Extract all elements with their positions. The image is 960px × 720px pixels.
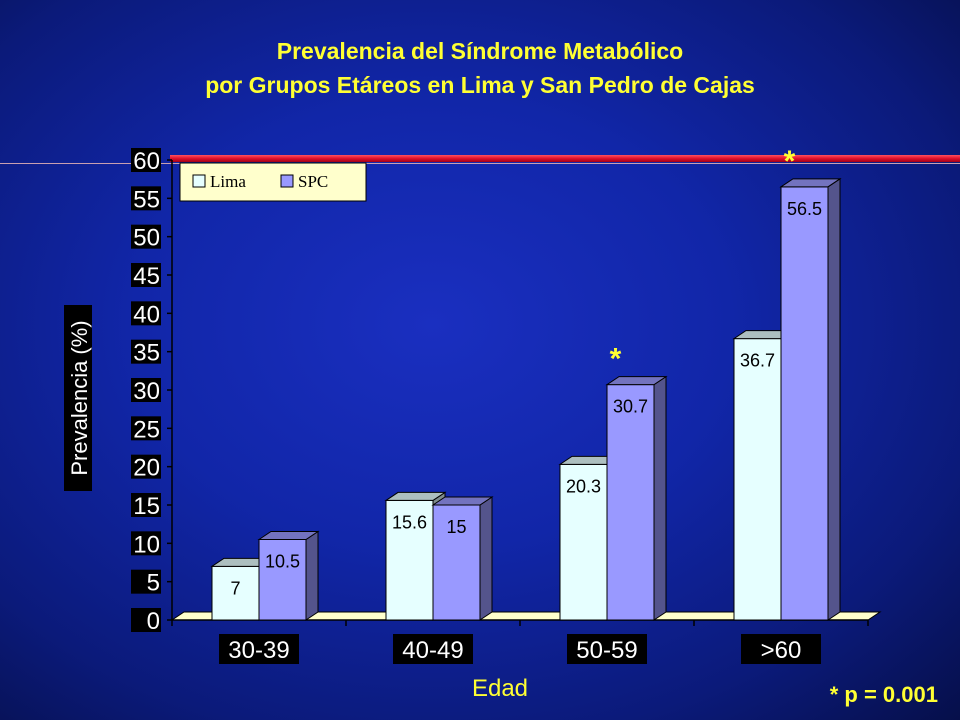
- data-label: 10.5: [265, 552, 300, 572]
- bar-spc-top: [257, 531, 320, 540]
- bar-lima-top: [384, 491, 447, 501]
- y-tick-label: 40: [133, 301, 160, 328]
- legend-swatch: [192, 174, 206, 188]
- y-tick-label-bg: [131, 378, 161, 402]
- x-tick-label: >60: [761, 637, 802, 664]
- bar-spc-side: [479, 496, 493, 621]
- data-label: 15.6: [392, 512, 427, 532]
- y-tick-label-bg: [131, 301, 161, 326]
- legend-box: [179, 162, 367, 202]
- y-tick-label: 50: [133, 225, 160, 252]
- significance-marker: *: [610, 343, 622, 376]
- significance-footnote: * p = 0.001: [829, 682, 938, 707]
- bar-spc-top: [431, 496, 494, 506]
- legend-swatch: [280, 174, 294, 188]
- x-axis-label: Edad: [472, 675, 528, 702]
- data-label: 30.7: [613, 397, 648, 417]
- y-tick-label-bg: [131, 454, 161, 479]
- y-tick-label: 5: [147, 570, 160, 597]
- y-tick-label-bg: [131, 493, 161, 517]
- bar-spc-front: [780, 186, 829, 621]
- data-label: 36.7: [740, 351, 775, 371]
- y-tick-label-bg: [131, 224, 161, 249]
- y-tick-label: 0: [147, 608, 160, 635]
- bar-spc-front: [258, 539, 307, 621]
- x-tick-label: 30-39: [228, 637, 289, 664]
- bar-spc-side: [305, 530, 319, 621]
- data-label: 20.3: [566, 476, 601, 496]
- y-tick-label: 55: [133, 186, 160, 213]
- y-tick-label-bg: [131, 608, 161, 632]
- legend-label: Lima: [210, 172, 246, 191]
- bar-spc-top: [605, 376, 668, 386]
- x-tick-label: 50-59: [576, 637, 637, 664]
- bar-spc-side: [827, 177, 841, 621]
- y-axis-label: Prevalencia (%): [67, 320, 92, 475]
- y-tick-label-bg: [131, 416, 161, 441]
- y-tick-label: 30: [133, 378, 160, 405]
- legend-label: SPC: [298, 172, 328, 191]
- y-tick-label-bg: [131, 531, 161, 556]
- y-tick-label: 10: [133, 531, 160, 558]
- y-tick-label-bg: [131, 339, 161, 364]
- data-label: 7: [230, 578, 240, 598]
- x-tick-label-bg: [567, 634, 647, 664]
- x-tick-label: 40-49: [402, 637, 463, 664]
- y-tick-label: 45: [133, 263, 160, 290]
- y-tick-label-bg: [131, 148, 161, 172]
- bar-lima-front: [559, 463, 608, 621]
- y-tick-label: 35: [133, 340, 160, 367]
- y-axis-label-bg: [64, 305, 92, 491]
- data-label: 15: [446, 517, 466, 537]
- x-tick-label-bg: [219, 634, 299, 664]
- x-tick-label-bg: [741, 634, 821, 664]
- bar-spc-front: [432, 504, 481, 621]
- chart-subtitle: por Grupos Etáreos en Lima y San Pedro d…: [205, 72, 755, 98]
- title-divider-bar: [170, 155, 960, 162]
- bar-spc-top: [779, 178, 842, 188]
- y-tick-label: 15: [133, 493, 160, 520]
- data-label: 56.5: [787, 199, 822, 219]
- y-tick-label: 20: [133, 455, 160, 482]
- y-tick-label: 25: [133, 416, 160, 443]
- bar-spc-front: [606, 384, 655, 621]
- title-divider-line: [0, 163, 960, 164]
- y-tick-label-bg: [131, 263, 161, 287]
- bar-lima-front: [211, 565, 260, 621]
- bar-spc-side: [653, 375, 667, 621]
- chart-title: Prevalencia del Síndrome Metabólico: [276, 38, 684, 64]
- x-tick-label-bg: [393, 634, 473, 664]
- y-tick-label-bg: [131, 569, 161, 594]
- y-tick-label-bg: [131, 186, 161, 211]
- bar-lima-front: [733, 338, 782, 621]
- y-tick-label: 60: [133, 148, 160, 175]
- significance-marker: *: [784, 145, 796, 178]
